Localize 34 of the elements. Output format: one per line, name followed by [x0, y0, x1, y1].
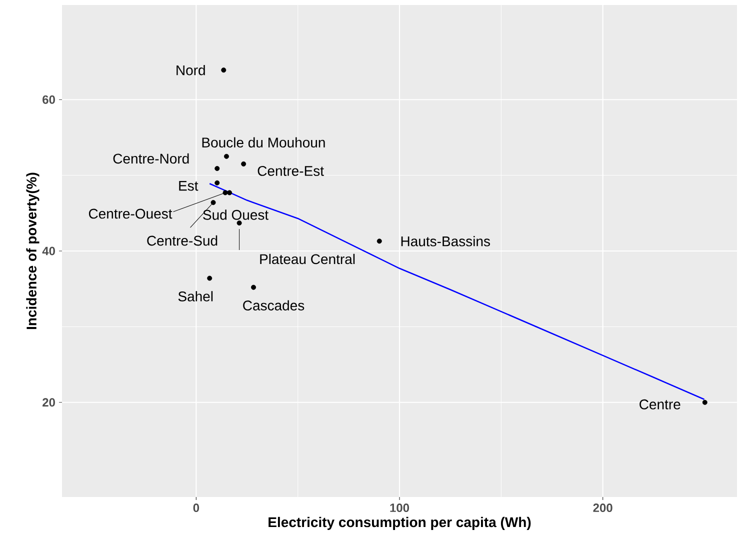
x-axis-title: Electricity consumption per capita (Wh) [268, 516, 531, 530]
annotation: Cascades [243, 300, 304, 310]
annotation: Centre [640, 399, 680, 410]
annotation: Nord [176, 64, 205, 76]
y-tick-label: 60 [42, 95, 55, 104]
annotation: Sud Ouest [203, 210, 268, 220]
y-axis-title: Incidence of poverty(%) [26, 172, 40, 330]
point [702, 400, 708, 405]
annotation: Centre-Ouest [88, 208, 172, 219]
annotation: Plateau Central [260, 254, 355, 264]
point [236, 220, 242, 226]
x-tick-label: 200 [593, 504, 612, 512]
annotation: Hauts-Bassins [401, 236, 490, 246]
annotation: Est [179, 180, 198, 191]
point [214, 166, 220, 171]
point [241, 161, 246, 166]
point [222, 190, 228, 196]
x-tick-label: 100 [390, 504, 410, 512]
annotation: Centre-Est [258, 166, 324, 176]
point [227, 190, 232, 196]
annotation: Centre-Sud [147, 235, 218, 246]
point [207, 276, 212, 281]
annotation: Centre-Nord [113, 153, 189, 164]
y-tick-label: 40 [42, 246, 55, 256]
point [224, 154, 229, 159]
point [214, 180, 220, 186]
y-tick-label: 20 [42, 398, 55, 407]
point [221, 68, 226, 73]
point [210, 200, 216, 206]
annotation: Sahel [178, 291, 213, 302]
x-tick-label: 0 [193, 504, 200, 512]
annotation: Boucle du Mouhoun [202, 137, 325, 148]
point [376, 238, 382, 244]
point [251, 284, 256, 290]
